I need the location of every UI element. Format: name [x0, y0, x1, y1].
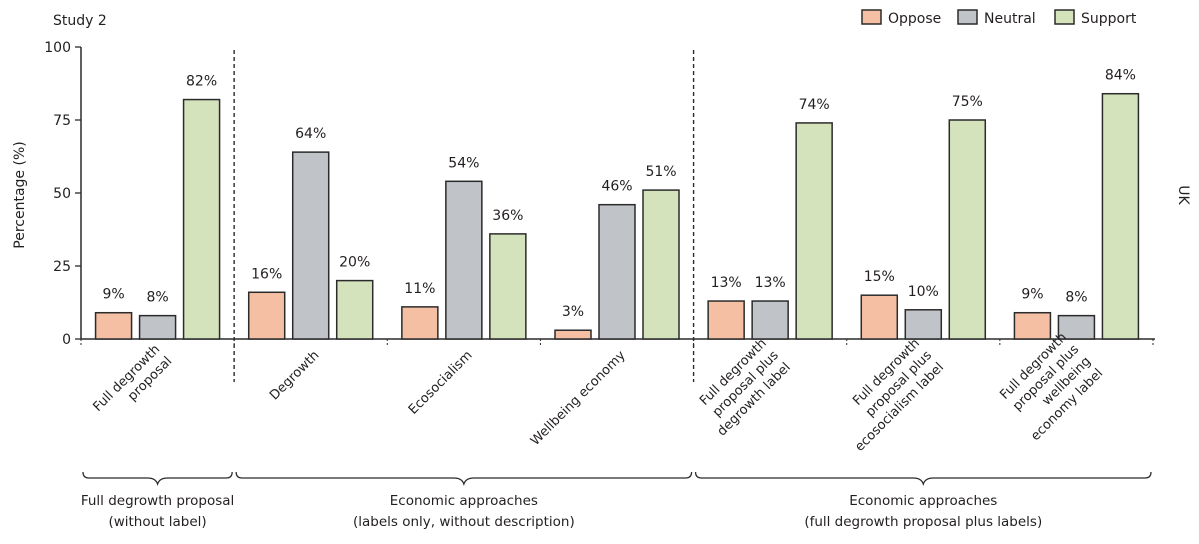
bar-oppose	[554, 329, 592, 340]
bar-support	[1101, 92, 1140, 340]
group-label-line: Economic approaches	[849, 493, 997, 509]
value-label: 8%	[146, 290, 168, 306]
bar-neutral	[291, 151, 330, 340]
legend-swatch-neutral	[957, 9, 978, 25]
category-label: Degrowth	[267, 348, 322, 403]
value-label: 13%	[755, 275, 786, 291]
value-label: 51%	[645, 164, 676, 180]
value-label: 15%	[864, 269, 895, 285]
legend-label-oppose: Oppose	[888, 11, 941, 27]
category-label-line: Wellbeing economy	[528, 348, 629, 449]
bars	[94, 92, 1140, 340]
value-label: 13%	[711, 275, 742, 291]
bar-oppose	[247, 291, 286, 340]
y-axis-label: Percentage (%)	[12, 141, 28, 248]
bar-oppose	[401, 306, 439, 340]
country-label: UK	[1175, 185, 1191, 205]
bar-support	[642, 189, 680, 340]
value-label: 54%	[448, 155, 479, 171]
bar-oppose	[860, 294, 899, 340]
value-label: 84%	[1105, 68, 1136, 84]
value-label: 82%	[186, 74, 217, 90]
legend-swatch-support	[1054, 9, 1075, 25]
bar-support	[335, 279, 374, 340]
bar-neutral	[751, 300, 789, 340]
legend-label-support: Support	[1081, 11, 1137, 27]
category-label: Wellbeing economy	[528, 348, 629, 449]
value-label: 9%	[1021, 287, 1043, 303]
y-tick-label: 25	[53, 259, 71, 275]
bar-neutral	[904, 309, 943, 340]
bar-neutral	[138, 314, 177, 340]
value-label: 9%	[102, 287, 124, 303]
bar-support	[182, 98, 221, 340]
bar-neutral	[445, 180, 483, 340]
bar-support	[948, 119, 987, 340]
value-label: 8%	[1065, 290, 1087, 306]
y-tick-label: 0	[62, 332, 71, 348]
value-label: 64%	[295, 126, 326, 142]
value-label: 75%	[952, 94, 983, 110]
value-label: 3%	[562, 304, 584, 320]
y-tick-label: 100	[44, 40, 71, 56]
bar-neutral	[598, 203, 636, 340]
value-label: 16%	[251, 266, 282, 282]
group-label-line: Economic approaches	[390, 493, 538, 509]
chart-title: Study 2	[53, 13, 107, 29]
bar-oppose	[707, 300, 745, 340]
group-label-line: (labels only, without description)	[353, 514, 575, 530]
category-label-line: Ecosocialism	[406, 348, 476, 418]
value-label: 36%	[492, 208, 523, 224]
group-separators	[233, 50, 695, 382]
group-label-line: (full degrowth proposal plus labels)	[804, 514, 1042, 530]
value-label: 74%	[799, 97, 830, 113]
group-label-line: (without label)	[108, 514, 206, 530]
category-label-line: Degrowth	[267, 348, 322, 403]
category-label: Ecosocialism	[406, 348, 476, 418]
group-brace	[694, 471, 1152, 487]
value-label: 20%	[339, 255, 370, 271]
value-labels: 9% 8% 82% 16% 64% 20% 11% 54% 36% 3% 46% 51% 13% 13% 7…	[102, 68, 1136, 321]
bar-oppose	[94, 311, 133, 340]
legend: Oppose Neutral Support	[861, 9, 1137, 27]
legend-label-neutral: Neutral	[984, 11, 1036, 27]
y-tick-label: 50	[53, 186, 71, 202]
bar-support	[795, 122, 833, 340]
group-brace	[82, 471, 233, 487]
value-label: 11%	[404, 281, 435, 297]
value-label: 10%	[908, 284, 939, 300]
group-braces: Full degrowth proposal (without label) Eco…	[81, 471, 1152, 530]
group-brace	[235, 471, 693, 487]
bar-support	[489, 233, 527, 340]
bar-neutral	[1057, 314, 1096, 340]
group-label-line: Full degrowth proposal	[81, 493, 234, 509]
value-label: 46%	[601, 179, 632, 195]
legend-swatch-oppose	[861, 9, 882, 25]
bar-oppose	[1013, 311, 1052, 340]
y-tick-label: 75	[53, 113, 71, 129]
